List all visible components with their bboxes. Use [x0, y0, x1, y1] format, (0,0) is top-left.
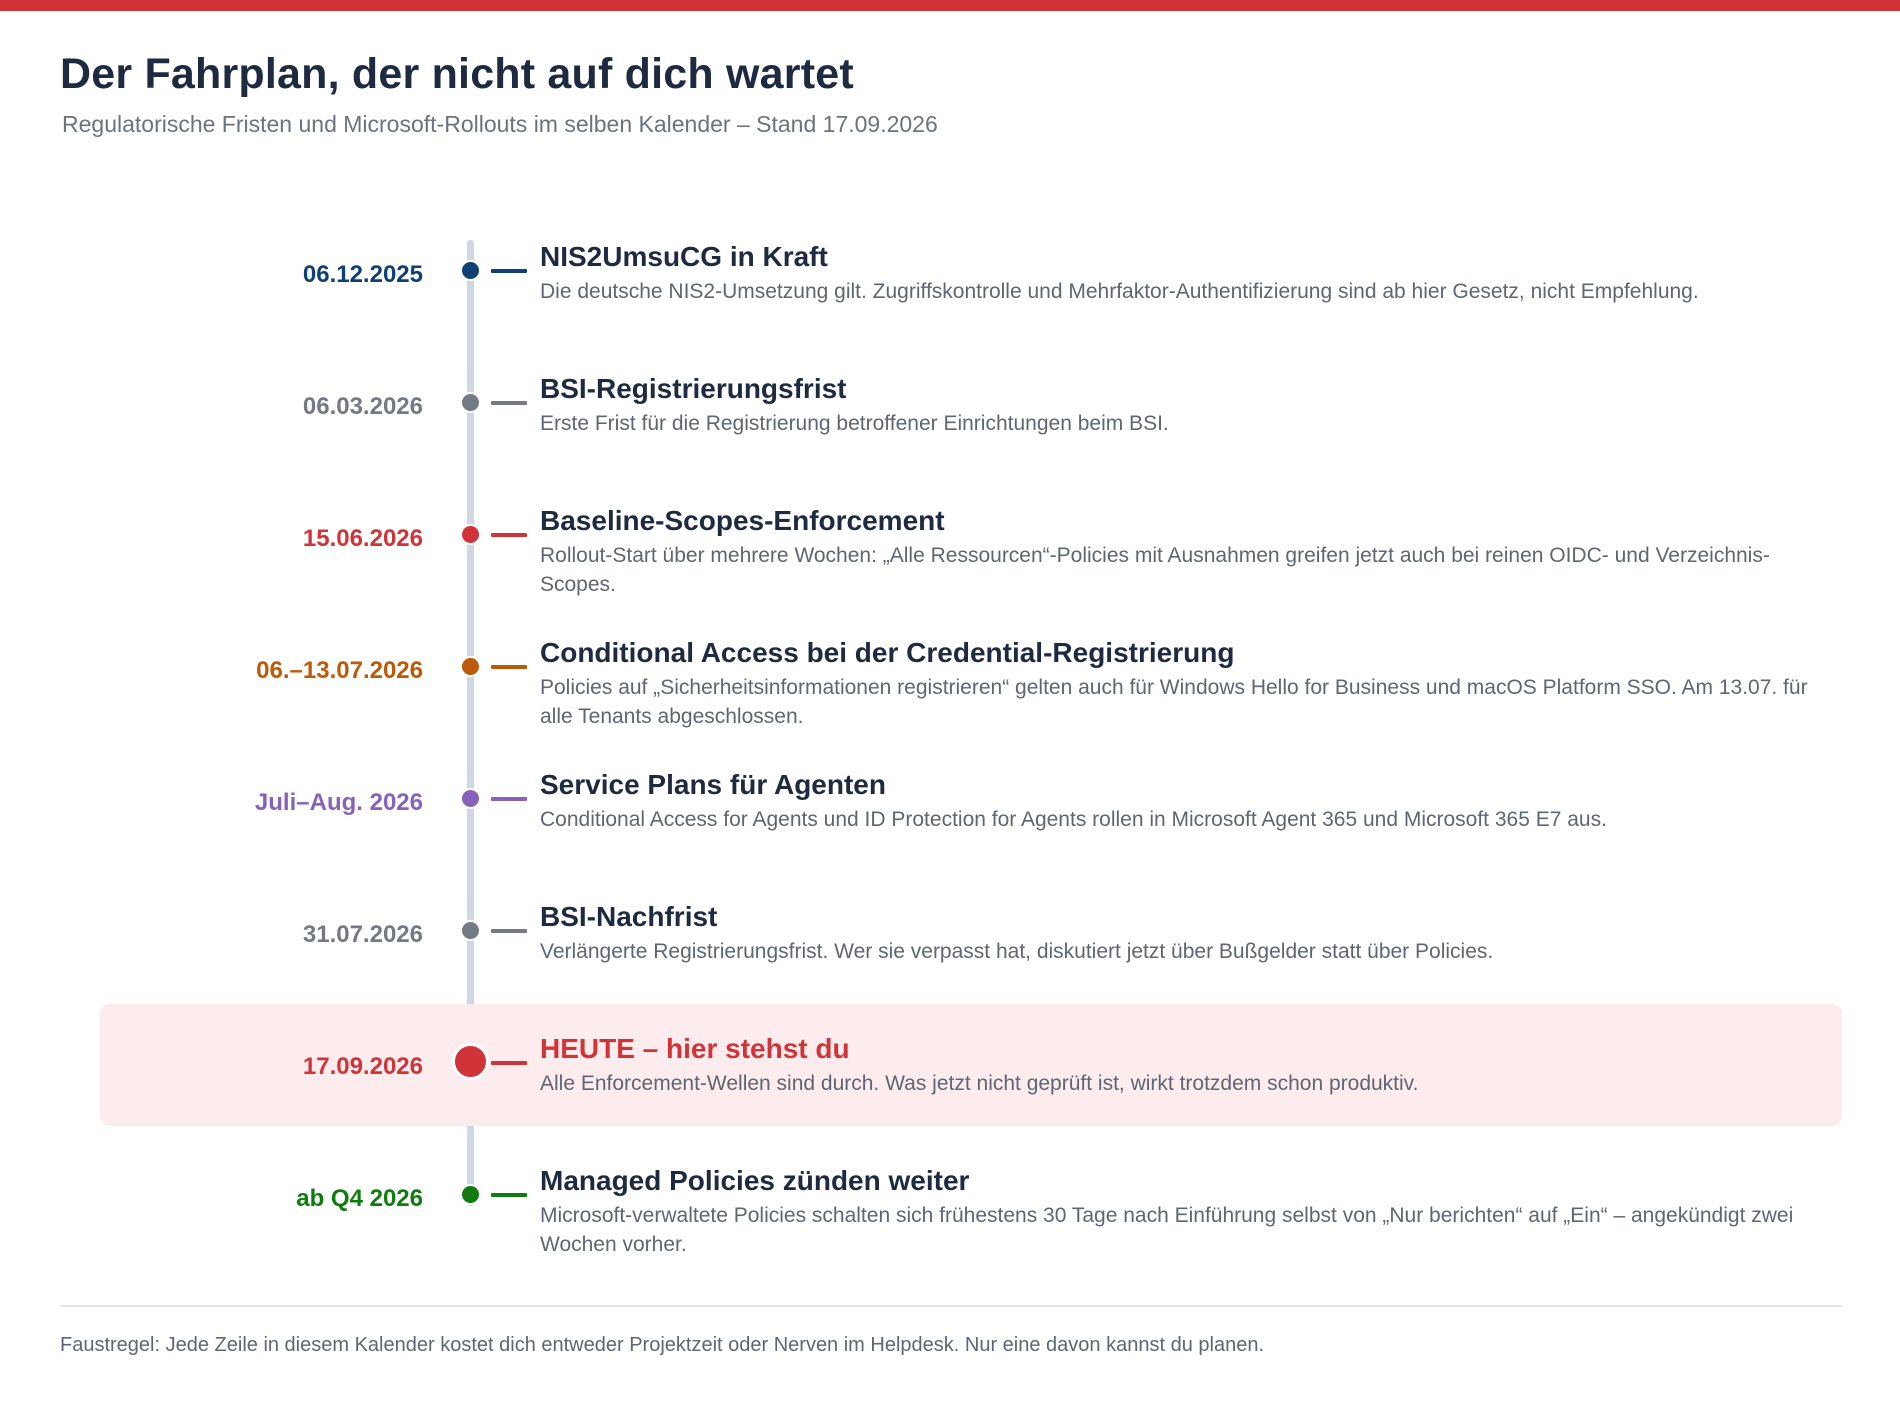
event-date: 06.12.2025 [302, 261, 423, 288]
event-connector [491, 1193, 527, 1197]
event-connector [491, 1061, 527, 1065]
page-subtitle: Regulatorische Fristen und Microsoft-Rol… [62, 111, 938, 137]
event-marker-dot [460, 920, 481, 941]
event-marker-dot [460, 1184, 481, 1205]
event-description: Die deutsche NIS2-Umsetzung gilt. Zugrif… [540, 280, 1699, 303]
event-title: BSI-Nachfrist [540, 901, 718, 932]
event-connector [491, 665, 527, 669]
top-accent-bar [0, 0, 1900, 11]
event-connector [491, 533, 527, 537]
timeline-event-managed-policies: ab Q4 2026 Managed Policies zünden weite… [0, 1165, 1900, 1284]
footer-note: Faustregel: Jede Zeile in diesem Kalende… [60, 1334, 1264, 1356]
event-connector [491, 401, 527, 405]
event-date: 15.06.2026 [302, 525, 423, 552]
event-date: 31.07.2026 [302, 921, 423, 948]
event-title: Managed Policies zünden weiter [540, 1165, 970, 1196]
event-date: 17.09.2026 [302, 1053, 423, 1080]
event-description: Erste Frist für die Registrierung betrof… [540, 412, 1169, 435]
event-description: Alle Enforcement-Wellen sind durch. Was … [540, 1072, 1419, 1095]
event-title: Conditional Access bei der Credential-Re… [540, 637, 1235, 668]
footer-divider [60, 1305, 1842, 1307]
today-highlight [100, 1004, 1842, 1126]
event-connector [491, 797, 527, 801]
event-title: BSI-Registrierungsfrist [540, 373, 847, 404]
event-marker-dot [460, 260, 481, 281]
today-marker-dot [452, 1043, 489, 1080]
page-title: Der Fahrplan, der nicht auf dich wartet [60, 50, 854, 98]
event-date: Juli–Aug. 2026 [254, 789, 423, 816]
event-description: Verlängerte Registrierungsfrist. Wer sie… [540, 940, 1494, 963]
event-connector [491, 929, 527, 933]
timeline-event-bsi-grace-period: 31.07.2026 BSI-Nachfrist Verlängerte Reg… [0, 901, 1900, 1020]
timeline-event-today: 17.09.2026 HEUTE – hier stehst du Alle E… [0, 1033, 1900, 1152]
event-date: 06.–13.07.2026 [256, 657, 423, 684]
event-title: Baseline-Scopes-Enforcement [540, 505, 945, 536]
event-description: Microsoft-verwaltete Policies schalten s… [540, 1204, 1794, 1256]
timeline-event-nis2-in-force: 06.12.2025 NIS2UmsuCG in Kraft Die deuts… [0, 241, 1900, 360]
event-description: Conditional Access for Agents und ID Pro… [540, 808, 1607, 831]
timeline-event-baseline-scopes: 15.06.2026 Baseline-Scopes-Enforcement R… [0, 505, 1900, 624]
timeline-event-bsi-registration: 06.03.2026 BSI-Registrierungsfrist Erste… [0, 373, 1900, 492]
event-connector [491, 269, 527, 273]
event-description: Policies auf „Sicherheitsinformationen r… [540, 676, 1808, 728]
timeline-spine [467, 240, 474, 1206]
event-date: ab Q4 2026 [296, 1185, 423, 1212]
timeline-event-credential-registration: 06.–13.07.2026 Conditional Access bei de… [0, 637, 1900, 756]
event-marker-dot [460, 656, 481, 677]
event-marker-dot [460, 524, 481, 545]
timeline-event-agent-service-plans: Juli–Aug. 2026 Service Plans für Agenten… [0, 769, 1900, 888]
event-title: NIS2UmsuCG in Kraft [540, 241, 828, 272]
event-title: HEUTE – hier stehst du [540, 1033, 850, 1064]
event-date: 06.03.2026 [302, 393, 423, 420]
event-marker-dot [460, 392, 481, 413]
event-title: Service Plans für Agenten [540, 769, 886, 800]
event-marker-dot [460, 788, 481, 809]
event-description: Rollout-Start über mehrere Wochen: „Alle… [540, 544, 1770, 596]
